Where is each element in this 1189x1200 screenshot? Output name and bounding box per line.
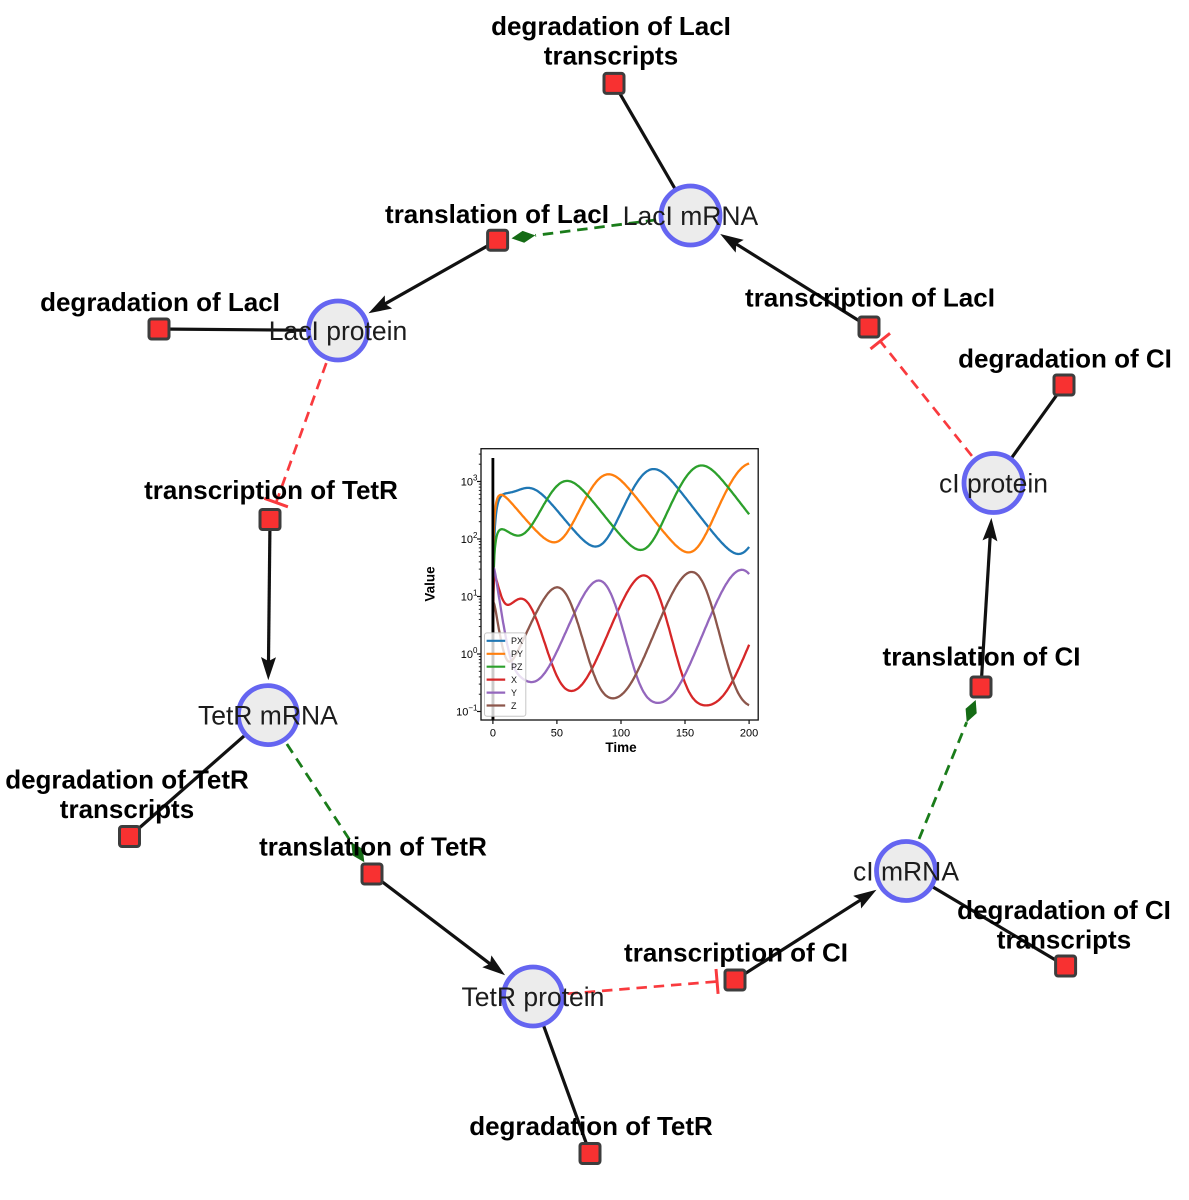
svg-text:Z: Z xyxy=(511,701,517,711)
svg-text:degradation of TetR: degradation of TetR xyxy=(469,1111,713,1141)
svg-text:cI protein: cI protein xyxy=(939,469,1048,499)
svg-text:LacI protein: LacI protein xyxy=(269,316,407,346)
svg-text:degradation of CI: degradation of CI xyxy=(958,344,1172,374)
svg-text:TetR protein: TetR protein xyxy=(462,982,605,1012)
svg-text:150: 150 xyxy=(676,728,694,740)
svg-text:X: X xyxy=(511,675,517,685)
svg-text:transcription of CI: transcription of CI xyxy=(624,938,848,968)
svg-text:100: 100 xyxy=(612,728,630,740)
svg-text:translation of LacI: translation of LacI xyxy=(385,199,609,229)
svg-text:degradation of TetR: degradation of TetR xyxy=(5,765,249,795)
svg-text:transcripts: transcripts xyxy=(544,41,678,71)
svg-text:transcription of TetR: transcription of TetR xyxy=(144,475,398,505)
svg-text:PZ: PZ xyxy=(511,662,523,672)
svg-text:translation of TetR: translation of TetR xyxy=(259,832,487,862)
svg-text:transcripts: transcripts xyxy=(997,925,1131,955)
svg-text:Value: Value xyxy=(423,566,438,602)
svg-text:Time: Time xyxy=(605,740,637,755)
svg-text:degradation of LacI: degradation of LacI xyxy=(491,11,731,41)
svg-text:Y: Y xyxy=(511,688,517,698)
svg-text:0: 0 xyxy=(490,728,496,740)
svg-text:transcription of LacI: transcription of LacI xyxy=(745,283,995,313)
svg-text:transcripts: transcripts xyxy=(60,794,194,824)
svg-text:TetR mRNA: TetR mRNA xyxy=(198,701,338,731)
svg-text:cI mRNA: cI mRNA xyxy=(853,857,959,887)
svg-text:50: 50 xyxy=(551,728,563,740)
svg-text:200: 200 xyxy=(740,728,758,740)
svg-text:PX: PX xyxy=(511,636,523,646)
svg-text:PY: PY xyxy=(511,649,523,659)
svg-text:LacI mRNA: LacI mRNA xyxy=(623,201,759,231)
svg-text:degradation of LacI: degradation of LacI xyxy=(40,287,280,317)
svg-text:translation of CI: translation of CI xyxy=(883,642,1081,672)
svg-text:degradation of CI: degradation of CI xyxy=(957,895,1171,925)
